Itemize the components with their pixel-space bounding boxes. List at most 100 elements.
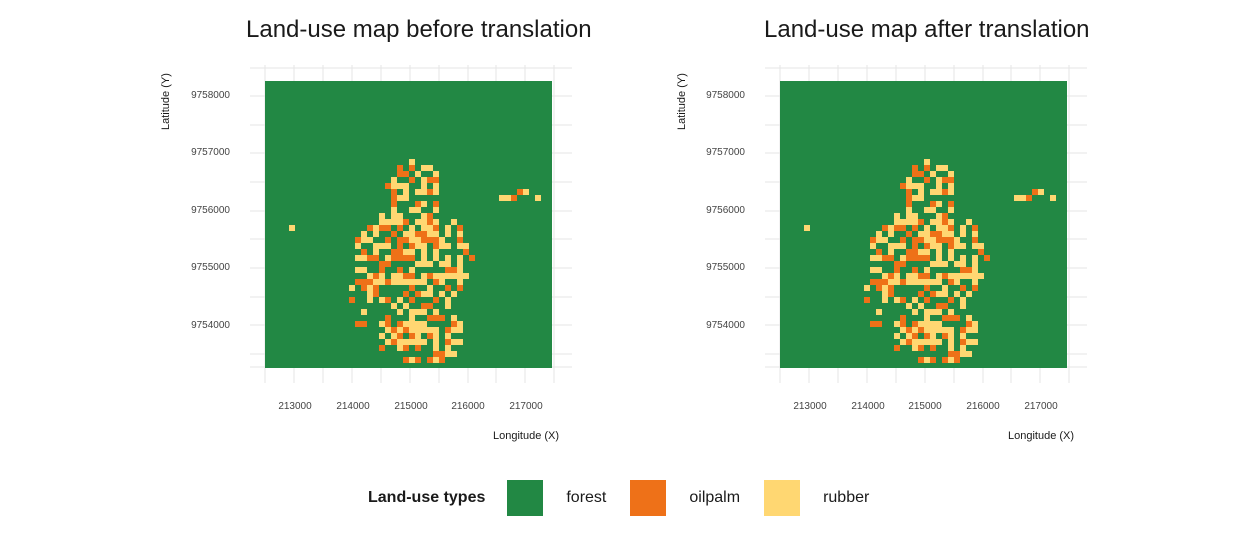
oilpalm-cell xyxy=(445,285,451,291)
rubber-cell xyxy=(391,273,397,279)
panel1-x-tick: 216000 xyxy=(451,401,485,412)
oilpalm-cell xyxy=(397,333,403,339)
oilpalm-cell xyxy=(355,321,361,327)
oilpalm-cell xyxy=(930,201,936,207)
rubber-cell xyxy=(385,339,391,345)
oilpalm-cell xyxy=(403,255,409,261)
oilpalm-cell xyxy=(870,237,876,243)
oilpalm-cell xyxy=(409,255,415,261)
oilpalm-cell xyxy=(373,291,379,297)
oilpalm-cell xyxy=(948,201,954,207)
rubber-cell xyxy=(463,273,469,279)
rubber-cell xyxy=(936,219,942,225)
rubber-cell xyxy=(966,273,972,279)
rubber-cell xyxy=(397,273,403,279)
oilpalm-cell xyxy=(948,225,954,231)
rubber-cell xyxy=(445,273,451,279)
rubber-cell xyxy=(457,279,463,285)
rubber-cell xyxy=(978,273,984,279)
oilpalm-cell xyxy=(972,285,978,291)
land-use-cells xyxy=(804,159,1056,363)
rubber-cell xyxy=(948,255,954,261)
rubber-cell xyxy=(954,291,960,297)
rubber-cell xyxy=(930,309,936,315)
oilpalm-cell xyxy=(972,225,978,231)
rubber-cell xyxy=(457,243,463,249)
legend-key-forest xyxy=(507,480,544,516)
rubber-cell xyxy=(421,327,427,333)
rubber-cell xyxy=(433,333,439,339)
rubber-cell xyxy=(499,195,505,201)
rubber-cell xyxy=(948,333,954,339)
rubber-cell xyxy=(948,207,954,213)
oilpalm-cell xyxy=(930,291,936,297)
rubber-cell xyxy=(924,249,930,255)
oilpalm-cell xyxy=(457,285,463,291)
oilpalm-cell xyxy=(451,267,457,273)
rubber-cell xyxy=(415,243,421,249)
oilpalm-cell xyxy=(409,243,415,249)
oilpalm-cell xyxy=(876,249,882,255)
oilpalm-cell xyxy=(924,273,930,279)
rubber-cell xyxy=(409,249,415,255)
rubber-cell xyxy=(505,195,511,201)
oilpalm-cell xyxy=(894,261,900,267)
rubber-cell xyxy=(361,231,367,237)
oilpalm-cell xyxy=(439,315,445,321)
oilpalm-cell xyxy=(924,333,930,339)
oilpalm-cell xyxy=(876,321,882,327)
rubber-cell xyxy=(433,207,439,213)
oilpalm-cell xyxy=(924,255,930,261)
oilpalm-cell xyxy=(942,315,948,321)
rubber-cell xyxy=(451,351,457,357)
rubber-cell xyxy=(391,213,397,219)
rubber-cell xyxy=(421,273,427,279)
legend-label-forest: forest xyxy=(566,489,607,506)
oilpalm-cell xyxy=(415,357,421,363)
panel2-title: Land-use map after translation xyxy=(764,16,1090,43)
rubber-cell xyxy=(894,321,900,327)
rubber-cell xyxy=(409,225,415,231)
rubber-cell xyxy=(445,231,451,237)
rubber-cell xyxy=(397,327,403,333)
rubber-cell xyxy=(948,327,954,333)
rubber-cell xyxy=(882,237,888,243)
rubber-cell xyxy=(397,213,403,219)
oilpalm-cell xyxy=(445,339,451,345)
oilpalm-cell xyxy=(948,315,954,321)
rubber-cell xyxy=(373,243,379,249)
rubber-cell xyxy=(936,291,942,297)
rubber-cell xyxy=(942,327,948,333)
rubber-cell xyxy=(415,309,421,315)
rubber-cell xyxy=(433,309,439,315)
rubber-cell xyxy=(960,333,966,339)
rubber-cell xyxy=(433,171,439,177)
rubber-cell xyxy=(888,225,894,231)
panel2-x-tick: 216000 xyxy=(966,401,1000,412)
rubber-cell xyxy=(942,285,948,291)
legend-key-rubber xyxy=(764,480,801,516)
rubber-cell xyxy=(948,345,954,351)
rubber-cell xyxy=(379,243,385,249)
rubber-cell xyxy=(972,327,978,333)
oilpalm-cell xyxy=(373,255,379,261)
oilpalm-cell xyxy=(379,225,385,231)
rubber-cell xyxy=(409,237,415,243)
oilpalm-cell xyxy=(445,267,451,273)
legend-label-oilpalm: oilpalm xyxy=(689,489,741,506)
oilpalm-cell xyxy=(403,171,409,177)
rubber-cell xyxy=(457,327,463,333)
rubber-cell xyxy=(391,303,397,309)
oilpalm-cell xyxy=(397,165,403,171)
rubber-cell xyxy=(457,231,463,237)
oilpalm-cell xyxy=(379,267,385,273)
oilpalm-cell xyxy=(397,267,403,273)
rubber-cell xyxy=(966,291,972,297)
oilpalm-cell xyxy=(978,249,984,255)
oilpalm-cell xyxy=(942,303,948,309)
oilpalm-cell xyxy=(966,267,972,273)
panel2-y-tick: 9754000 xyxy=(706,320,745,331)
oilpalm-cell xyxy=(1032,189,1038,195)
rubber-cell xyxy=(439,243,445,249)
oilpalm-cell xyxy=(936,237,942,243)
